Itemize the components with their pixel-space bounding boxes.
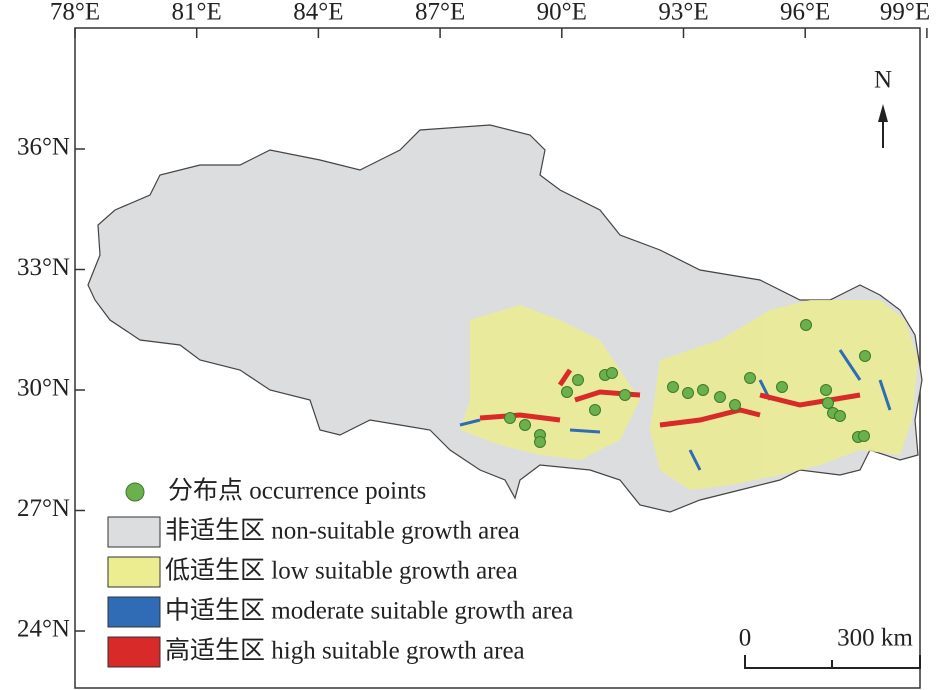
y-tick-label: 27°N (17, 495, 70, 522)
occurrence-point (606, 367, 618, 379)
occurrence-point (820, 384, 832, 396)
occurrence-point (822, 397, 834, 409)
occurrence-point (504, 412, 516, 424)
y-tick-label: 30°N (17, 375, 70, 402)
occurrence-points (504, 319, 871, 448)
scale-end: 300 km (837, 625, 913, 652)
y-tick-label: 36°N (17, 134, 70, 161)
x-tick-label: 78°E (50, 0, 100, 26)
legend-swatch (107, 556, 161, 588)
legend-label: 高适生区 high suitable growth area (165, 637, 525, 665)
legend-label: 分布点 occurrence points (168, 477, 426, 505)
occurrence-point (776, 381, 788, 393)
legend: 分布点 occurrence points 非适生区 non-suitable g… (107, 477, 573, 668)
occurrence-point (697, 384, 709, 396)
occurrence-point (729, 399, 741, 411)
occurrence-point (859, 350, 871, 362)
legend-label: 低适生区 low suitable growth area (165, 557, 518, 585)
low-suitable-area (460, 300, 918, 490)
north-label: N (874, 67, 892, 94)
x-tick-label: 99°E (880, 0, 930, 26)
occurrence-point (744, 372, 756, 384)
legend-swatch (107, 516, 161, 548)
y-tick-label: 33°N (17, 254, 70, 281)
x-tick-label: 87°E (415, 0, 465, 26)
x-tick-label: 81°E (172, 0, 222, 26)
occurrence-point (834, 410, 846, 422)
y-tick-label: 24°N (17, 616, 70, 643)
occurrence-point (667, 381, 679, 393)
legend-swatch (107, 596, 161, 628)
occurrence-point (572, 374, 584, 386)
north-arrow-head (878, 104, 888, 122)
legend-label: 非适生区 non-suitable growth area (165, 517, 520, 545)
scale-bar (744, 655, 921, 669)
occurrence-point (561, 386, 573, 398)
legend-label: 中适生区 moderate suitable growth area (165, 597, 573, 625)
occurrence-point (534, 436, 546, 448)
legend-swatch (107, 636, 161, 668)
occurrence-point (682, 387, 694, 399)
legend-point-symbol (125, 482, 145, 502)
x-tick-label: 93°E (658, 0, 708, 26)
occurrence-point (714, 391, 726, 403)
occurrence-point (619, 389, 631, 401)
x-tick-label: 90°E (537, 0, 587, 26)
occurrence-point (589, 404, 601, 416)
scale-start: 0 (739, 625, 752, 652)
occurrence-point (519, 419, 531, 431)
x-tick-label: 96°E (780, 0, 830, 26)
x-tick-label: 84°E (293, 0, 343, 26)
occurrence-point (800, 319, 812, 331)
occurrence-point (858, 430, 870, 442)
